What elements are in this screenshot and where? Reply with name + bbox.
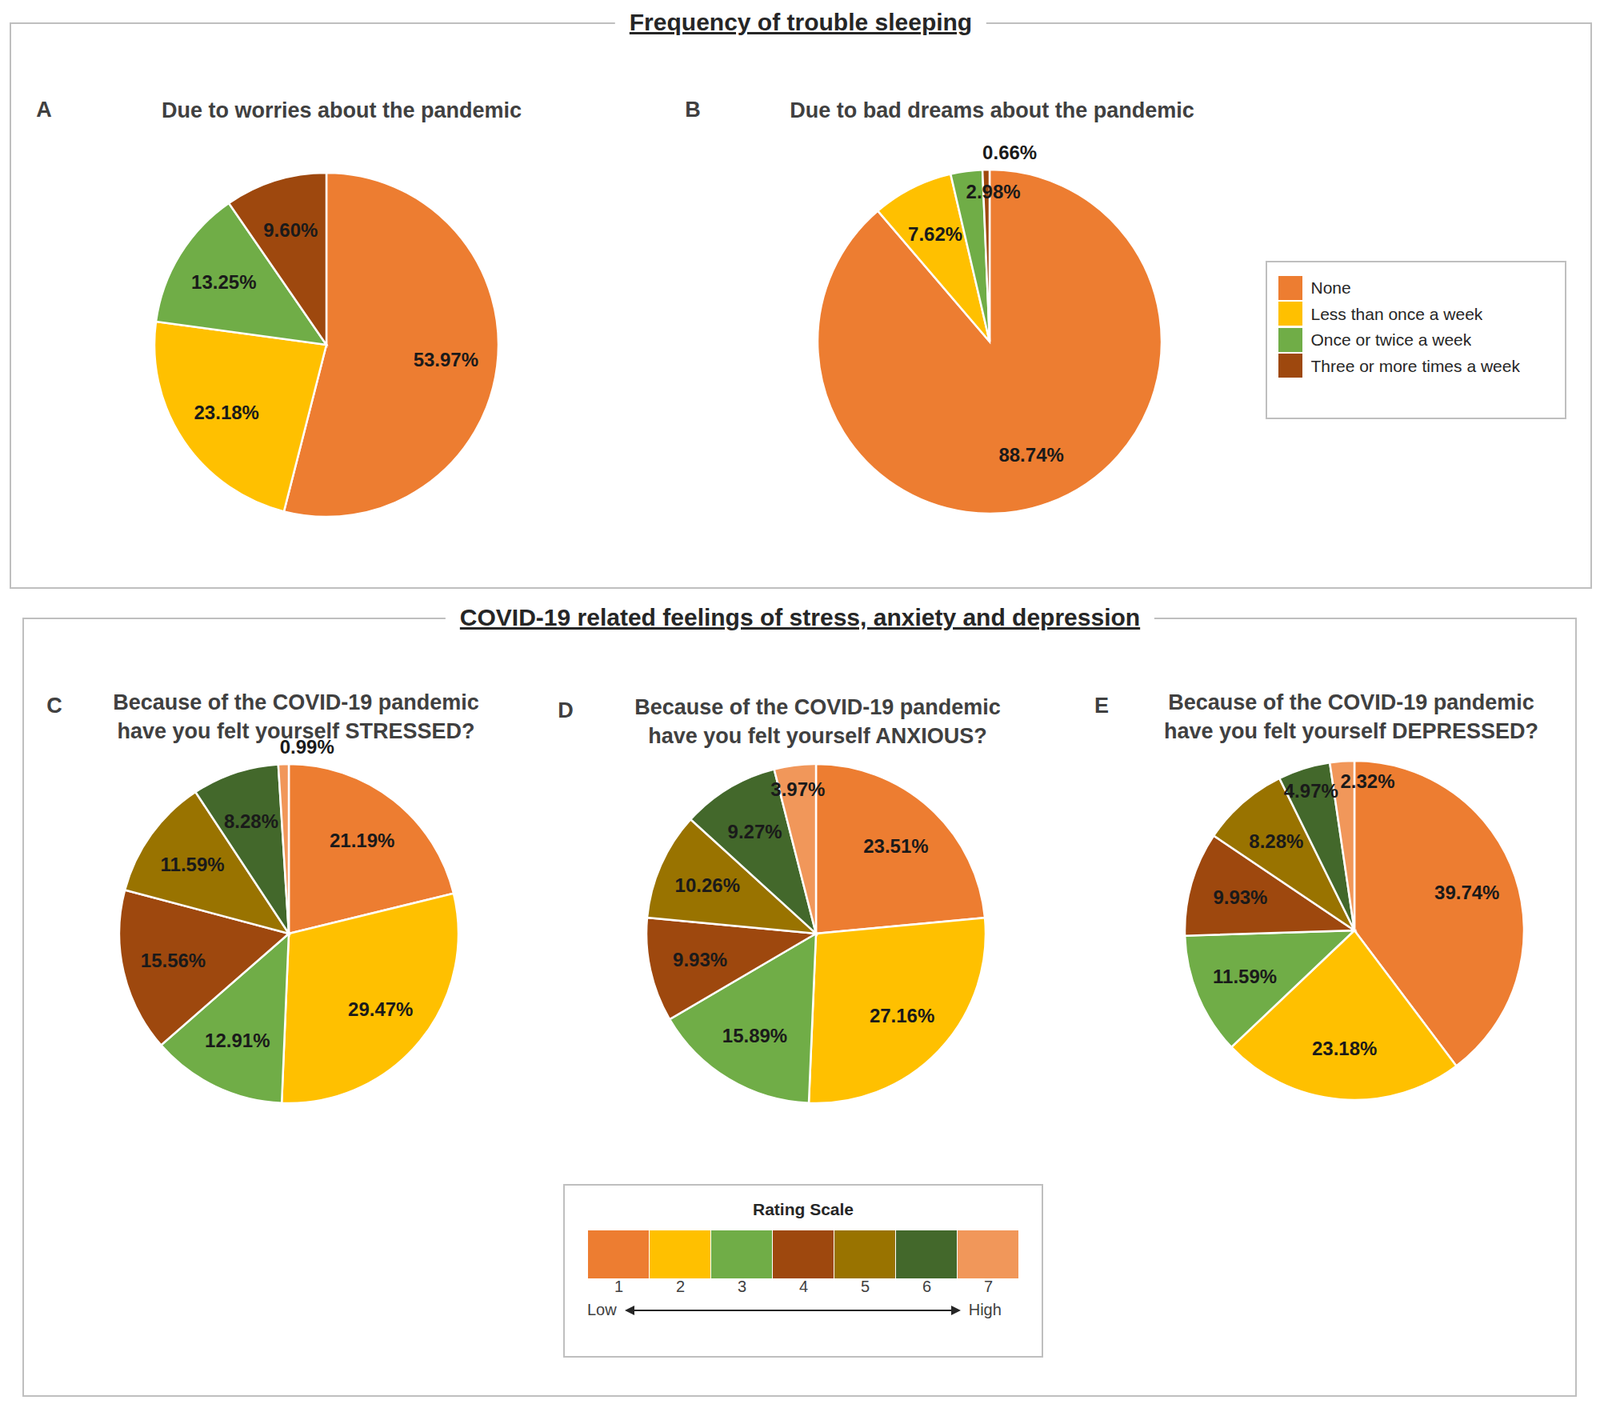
svg-text:7: 7	[984, 1277, 993, 1296]
svg-text:9.93%: 9.93%	[1212, 886, 1268, 908]
svg-text:2.32%: 2.32%	[1340, 770, 1395, 792]
svg-text:27.16%: 27.16%	[869, 1004, 935, 1027]
svg-text:10.26%: 10.26%	[675, 874, 740, 896]
svg-text:2.98%: 2.98%	[966, 180, 1021, 203]
svg-text:23.51%: 23.51%	[863, 835, 928, 857]
svg-text:21.19%: 21.19%	[329, 829, 395, 852]
svg-text:15.89%: 15.89%	[722, 1024, 788, 1047]
svg-text:39.74%: 39.74%	[1434, 881, 1500, 904]
svg-text:5: 5	[860, 1277, 870, 1296]
svg-text:29.47%: 29.47%	[348, 998, 413, 1020]
svg-text:23.18%: 23.18%	[1312, 1037, 1377, 1060]
svg-text:15.56%: 15.56%	[140, 949, 206, 972]
svg-text:8.28%: 8.28%	[1248, 830, 1304, 852]
svg-text:8.28%: 8.28%	[224, 810, 279, 832]
svg-text:4.97%: 4.97%	[1284, 780, 1339, 802]
svg-text:4: 4	[799, 1277, 808, 1296]
svg-text:9.93%: 9.93%	[672, 948, 728, 971]
svg-text:88.74%: 88.74%	[998, 444, 1064, 466]
svg-text:12.91%: 12.91%	[204, 1029, 270, 1052]
svg-text:2: 2	[676, 1277, 685, 1296]
svg-text:9.27%: 9.27%	[728, 820, 783, 843]
svg-text:53.97%: 53.97%	[413, 348, 479, 371]
svg-text:7.62%: 7.62%	[908, 223, 963, 245]
svg-text:11.59%: 11.59%	[160, 853, 225, 876]
svg-text:9.60%: 9.60%	[263, 219, 318, 241]
svg-text:6: 6	[922, 1277, 932, 1296]
svg-text:0.99%: 0.99%	[280, 736, 335, 758]
svg-text:3.97%: 3.97%	[770, 778, 825, 800]
svg-text:0.66%: 0.66%	[982, 141, 1037, 164]
svg-text:1: 1	[614, 1277, 624, 1296]
svg-text:13.25%: 13.25%	[191, 271, 256, 293]
svg-text:11.59%: 11.59%	[1212, 965, 1277, 988]
svg-text:3: 3	[737, 1277, 747, 1296]
svg-text:23.18%: 23.18%	[194, 401, 260, 424]
